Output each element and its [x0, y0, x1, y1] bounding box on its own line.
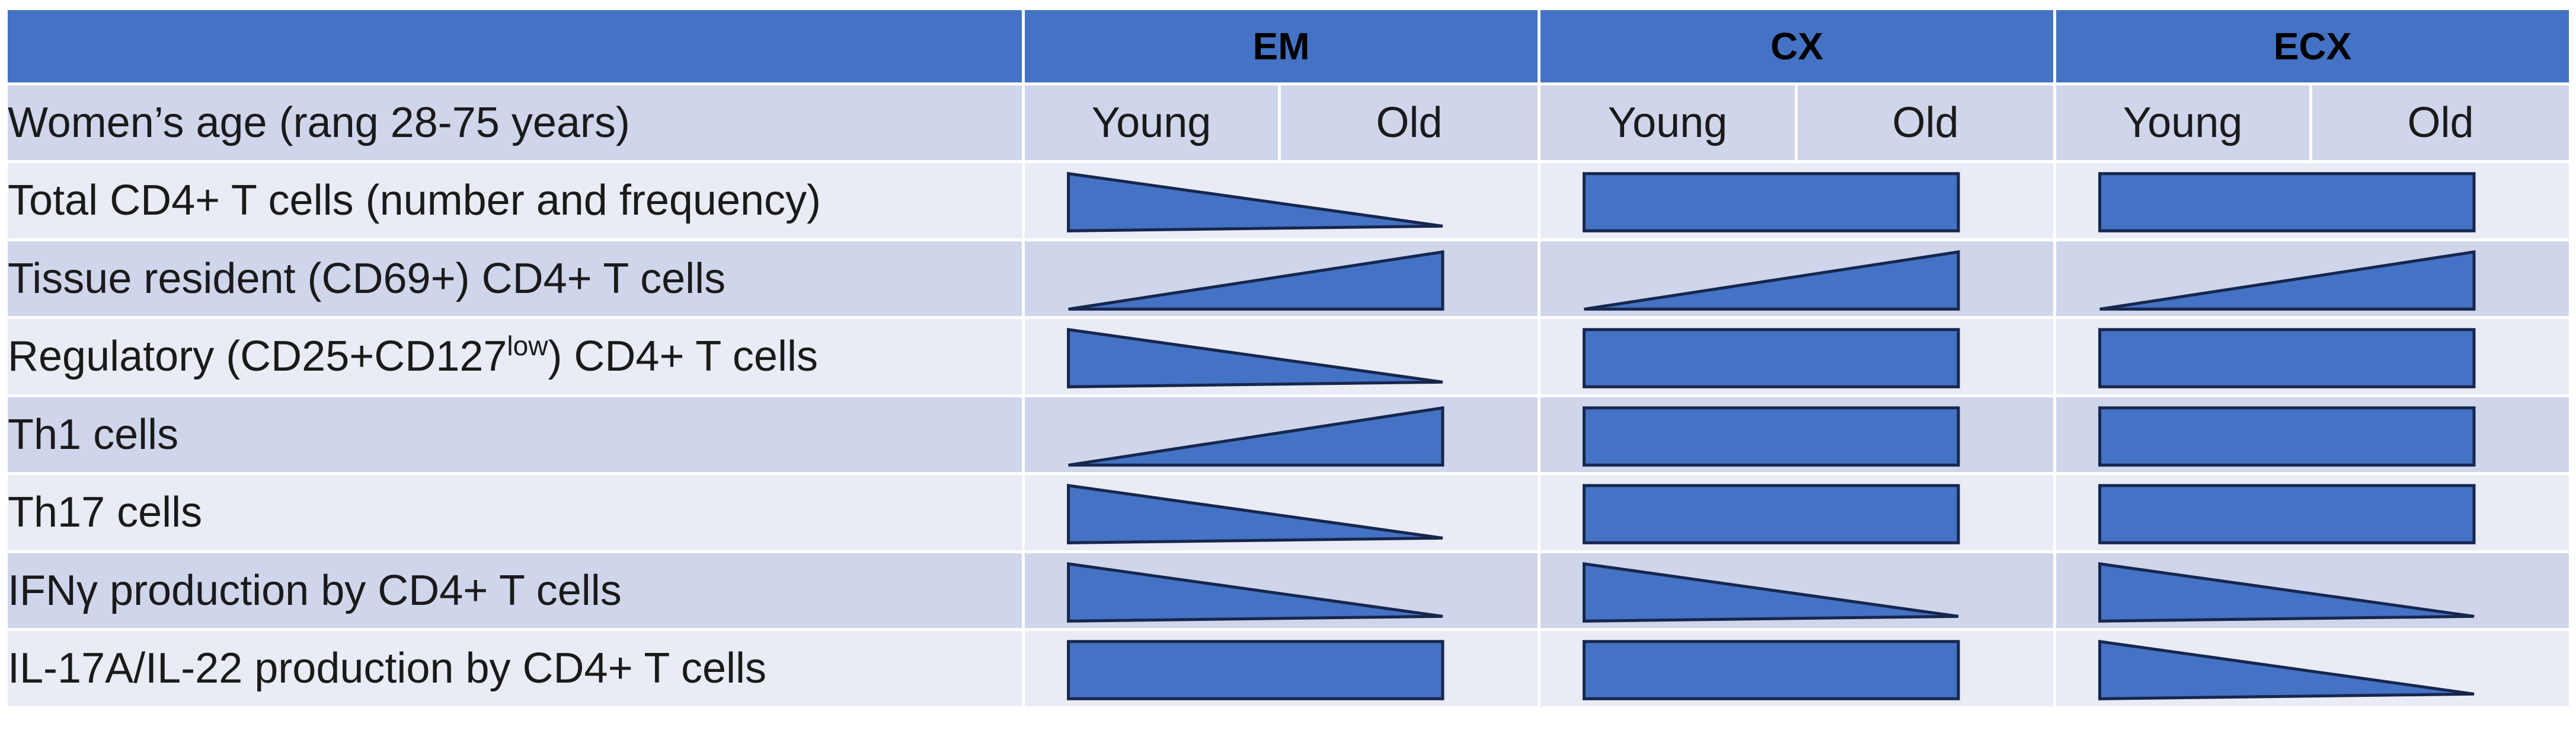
trend-glyph-svg: [2098, 484, 2476, 544]
row-label: Tissue resident (CD69+) CD4+ T cells: [5, 238, 1025, 319]
row-label: Th17 cells: [5, 472, 1025, 553]
em-trend-cell: [1022, 316, 1541, 397]
table-row-il17-il22: IL-17A/IL-22 production by CD4+ T cells: [5, 628, 2572, 709]
ecx-trend-cell: [2053, 472, 2572, 553]
ecx-trend-cell: [2053, 316, 2572, 397]
trend-glyph-svg: [2098, 406, 2476, 467]
ecx-trend-cell: [2053, 238, 2572, 319]
cx-trend-cell: [1538, 394, 2056, 475]
trend-decrease-shape: [2098, 562, 2475, 623]
trend-decrease-shape: [1583, 562, 1959, 623]
trend-glyph-svg: [2098, 328, 2476, 388]
group-header-cx: CX: [1538, 7, 2056, 85]
em-old-label: Old: [1278, 82, 1541, 163]
trend-glyph-svg: [1583, 172, 1960, 232]
trend-table: EM CX ECX Women’s age (rang 28-75 years)…: [5, 7, 2572, 709]
cx-trend-cell: [1538, 472, 2056, 553]
trend-increase-shape: [1068, 250, 1444, 311]
row-label: Regulatory (CD25+CD127low) CD4+ T cells: [5, 316, 1025, 397]
age-row: Women’s age (rang 28-75 years) Young Old…: [5, 82, 2572, 163]
ecx-trend-cell: [2053, 160, 2572, 241]
trend-glyph-svg: [1583, 328, 1960, 388]
ecx-trend-cell: [2053, 628, 2572, 709]
trend-stable-shape: [1583, 406, 1960, 467]
table-row-total-cd4: Total CD4+ T cells (number and frequency…: [5, 160, 2572, 241]
em-trend-cell: [1022, 550, 1541, 631]
em-trend-cell: [1022, 472, 1541, 553]
trend-glyph-svg: [1067, 171, 1443, 232]
trend-glyph-svg: [2098, 639, 2475, 700]
cx-trend-cell: [1538, 316, 2056, 397]
table-row-th1: Th1 cells: [5, 394, 2572, 475]
trend-stable-shape: [1583, 328, 1960, 388]
trend-increase-shape: [1068, 406, 1444, 467]
trend-glyph-svg: [1067, 562, 1443, 623]
trend-glyph-svg: [1067, 483, 1443, 544]
trend-glyph-svg: [2099, 250, 2476, 311]
cx-old-label: Old: [1795, 82, 2056, 163]
cx-young-label: Young: [1538, 82, 1798, 163]
row-label: Total CD4+ T cells (number and frequency…: [5, 160, 1025, 241]
trend-glyph-svg: [1067, 640, 1444, 700]
cx-trend-cell: [1538, 238, 2056, 319]
cx-trend-cell: [1538, 160, 2056, 241]
trend-decrease-shape: [1067, 562, 1443, 623]
trend-stable-shape: [2098, 172, 2476, 232]
trend-glyph-svg: [1583, 640, 1960, 700]
group-header-em: EM: [1022, 7, 1541, 85]
trend-decrease-shape: [2098, 639, 2475, 700]
trend-stable-shape: [2098, 484, 2476, 544]
table-row-regulatory: Regulatory (CD25+CD127low) CD4+ T cells: [5, 316, 2572, 397]
trend-decrease-shape: [1067, 327, 1443, 388]
trend-glyph-svg: [1583, 562, 1959, 623]
trend-stable-shape: [1583, 172, 1960, 232]
em-trend-cell: [1022, 238, 1541, 319]
row-label-post: ) CD4+ T cells: [548, 333, 818, 381]
trend-glyph-svg: [2098, 562, 2475, 623]
trend-glyph-svg: [1584, 250, 1960, 311]
ecx-trend-cell: [2053, 394, 2572, 475]
row-label: IFNγ production by CD4+ T cells: [5, 550, 1025, 631]
row-label-superscript: low: [507, 330, 548, 362]
group-header-row: EM CX ECX: [5, 7, 2572, 85]
em-trend-cell: [1022, 394, 1541, 475]
group-header-ecx: ECX: [2053, 7, 2572, 85]
trend-glyph-svg: [2098, 172, 2476, 232]
trend-glyph-svg: [1583, 484, 1960, 544]
trend-glyph-svg: [1068, 406, 1444, 467]
header-blank-cell: [5, 7, 1025, 85]
table-row-tissue-resident: Tissue resident (CD69+) CD4+ T cells: [5, 238, 2572, 319]
trend-increase-shape: [1584, 250, 1960, 311]
ecx-trend-cell: [2053, 550, 2572, 631]
trend-decrease-shape: [1067, 483, 1443, 544]
trend-glyph-svg: [1068, 250, 1444, 311]
row-label: IL-17A/IL-22 production by CD4+ T cells: [5, 628, 1025, 709]
em-young-label: Young: [1022, 82, 1281, 163]
row-label: Th1 cells: [5, 394, 1025, 475]
ecx-young-label: Young: [2053, 82, 2312, 163]
em-trend-cell: [1022, 628, 1541, 709]
trend-stable-shape: [1067, 640, 1444, 700]
cx-trend-cell: [1538, 550, 2056, 631]
row-label-pre: Regulatory (CD25+CD127: [8, 333, 507, 381]
trend-decrease-shape: [1067, 171, 1443, 232]
table-row-th17: Th17 cells: [5, 472, 2572, 553]
age-row-label: Women’s age (rang 28-75 years): [5, 82, 1025, 163]
trend-increase-shape: [2099, 250, 2476, 311]
trend-glyph-svg: [1067, 327, 1443, 388]
trend-stable-shape: [1583, 640, 1960, 700]
trend-glyph-svg: [1583, 406, 1960, 467]
table-row-ifng: IFNγ production by CD4+ T cells: [5, 550, 2572, 631]
trend-stable-shape: [2098, 328, 2476, 388]
ecx-old-label: Old: [2309, 82, 2572, 163]
cx-trend-cell: [1538, 628, 2056, 709]
trend-stable-shape: [1583, 484, 1960, 544]
trend-stable-shape: [2098, 406, 2476, 467]
em-trend-cell: [1022, 160, 1541, 241]
